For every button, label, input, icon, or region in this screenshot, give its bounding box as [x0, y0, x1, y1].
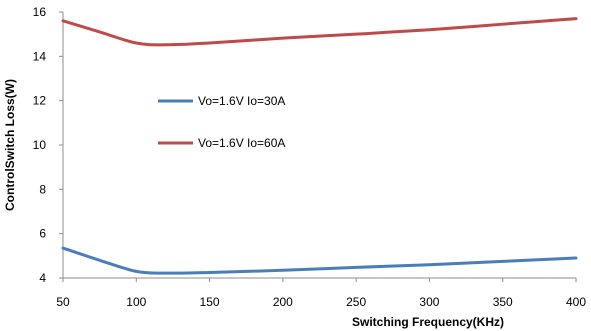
x-tick-label: 200: [273, 295, 293, 309]
y-tick-label: 6: [39, 227, 46, 241]
y-axis-ticks: 4 6 8 10 12 14 16: [33, 5, 63, 285]
x-tick-label: 100: [126, 295, 146, 309]
x-tick-label: 400: [566, 295, 586, 309]
series-lines: [61, 17, 578, 275]
legend-label-2: Vo=1.6V Io=60A: [198, 136, 285, 150]
series-line-2: [61, 17, 578, 47]
x-tick-label: 50: [56, 295, 70, 309]
plot-area: 4 6 8 10 12 14 16 50 100 150 200 250 300 350 400: [33, 5, 587, 309]
y-tick-label: 16: [33, 5, 47, 19]
legend-label-1: Vo=1.6V Io=30A: [198, 94, 285, 108]
x-tick-label: 350: [493, 295, 513, 309]
y-tick-label: 14: [33, 49, 47, 63]
x-axis-title: Switching Frequency(KHz): [352, 315, 504, 329]
x-axis-ticks: 50 100 150 200 250 300 350 400: [56, 278, 586, 309]
legend: Vo=1.6V Io=30A Vo=1.6V Io=60A: [158, 94, 285, 150]
series-line-1: [61, 246, 578, 275]
x-tick-label: 150: [200, 295, 220, 309]
y-tick-label: 10: [33, 138, 47, 152]
y-axis-title: ControlSwitch Loss(W): [3, 79, 17, 211]
x-tick-label: 300: [419, 295, 439, 309]
x-tick-label: 250: [346, 295, 366, 309]
y-tick-label: 4: [39, 271, 46, 285]
y-tick-label: 12: [33, 94, 47, 108]
y-tick-label: 8: [39, 182, 46, 196]
